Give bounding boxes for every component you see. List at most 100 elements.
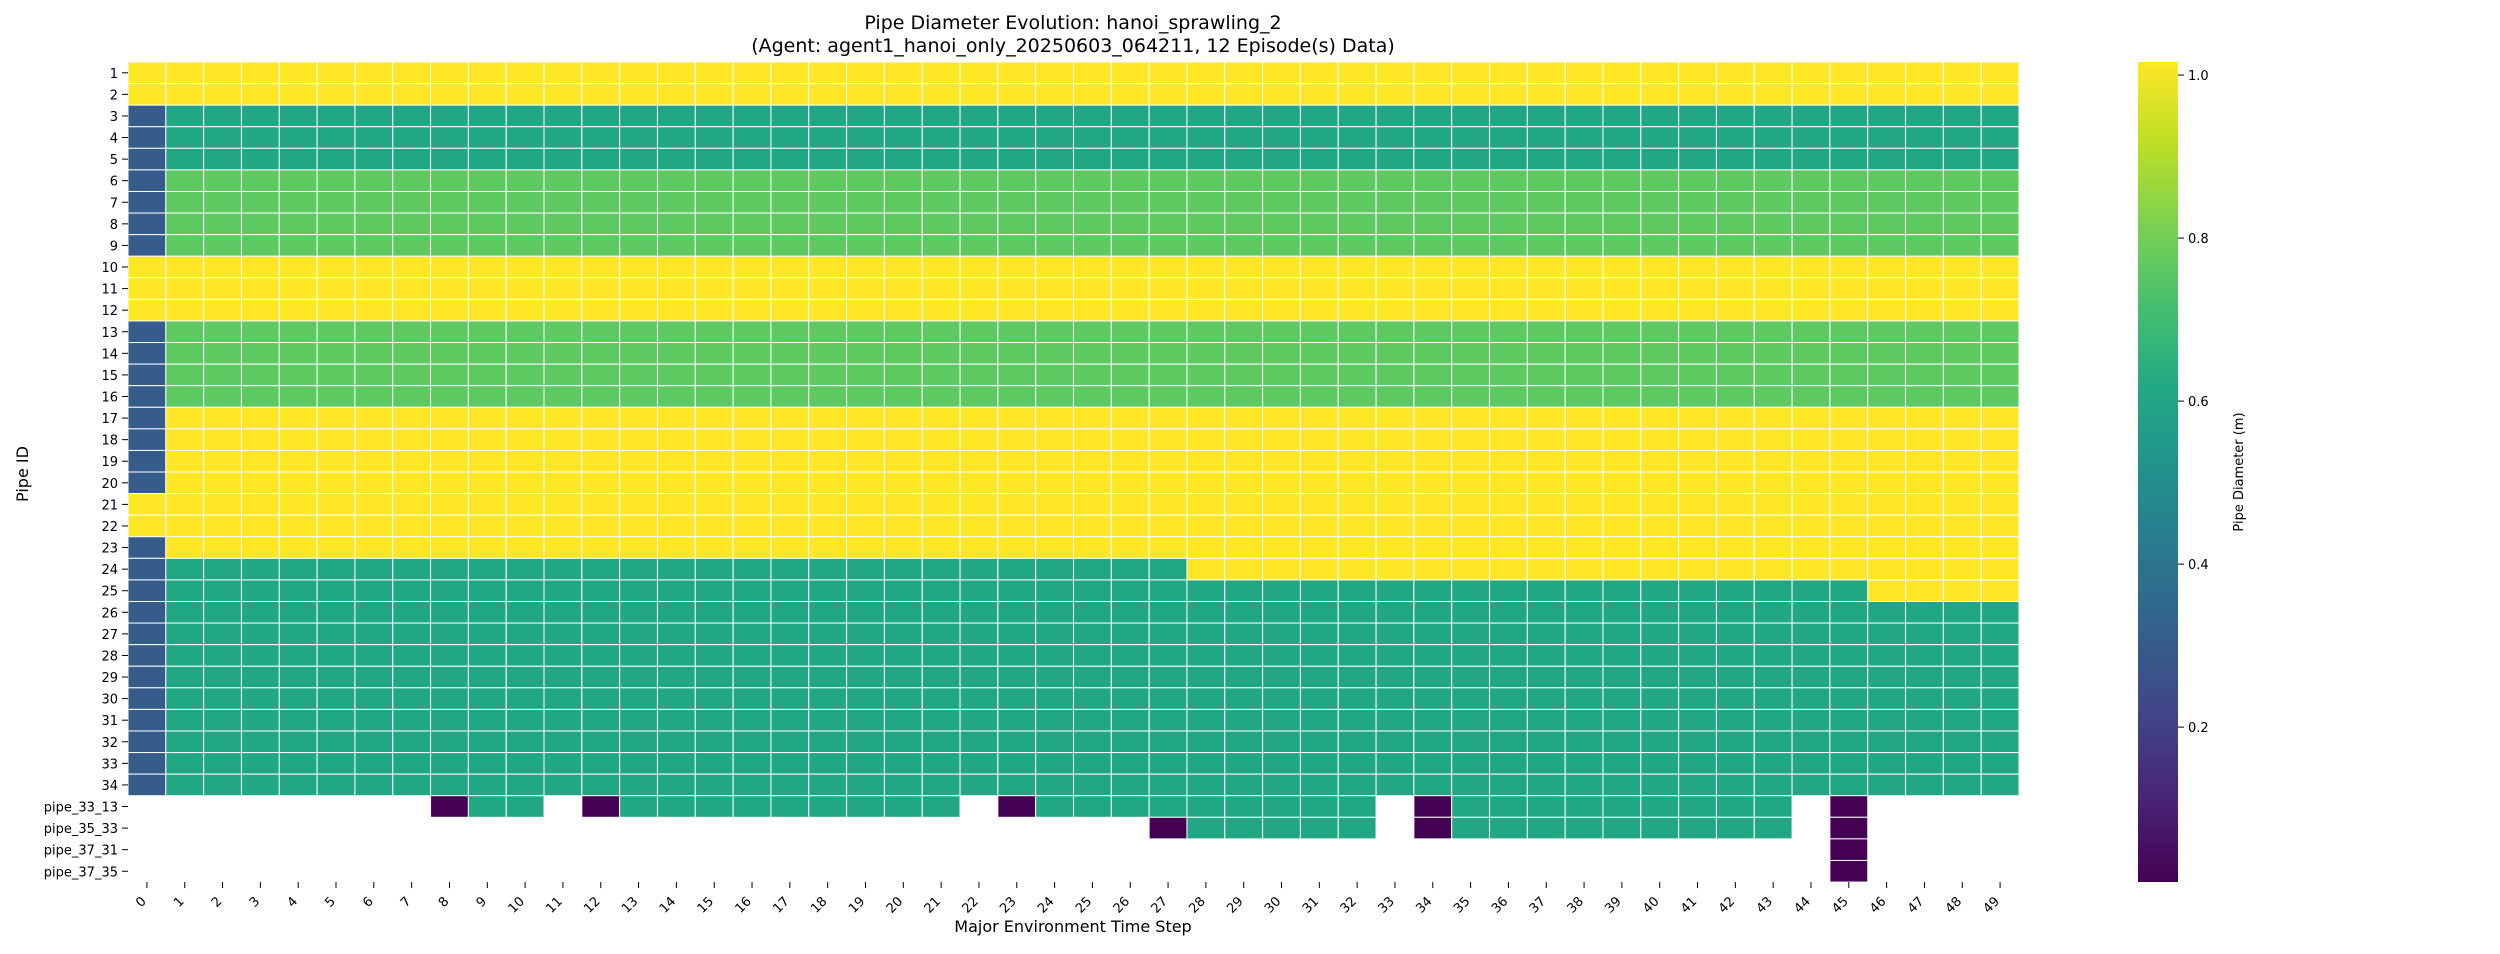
heatmap-cell	[1224, 147, 1264, 171]
y-tick-label: pipe_37_35	[44, 865, 118, 880]
heatmap-cell	[1375, 773, 1415, 797]
heatmap-cell	[392, 773, 432, 797]
heatmap-cell	[165, 536, 205, 559]
heatmap-cell	[1640, 471, 1680, 495]
heatmap-cell	[1489, 471, 1528, 495]
heatmap-cell	[732, 730, 772, 754]
heatmap-cell	[1715, 277, 1755, 300]
heatmap-cell	[1791, 234, 1831, 257]
heatmap-cell	[883, 320, 923, 344]
heatmap-cell	[430, 471, 469, 495]
heatmap-cell	[1526, 687, 1566, 710]
heatmap-cell	[732, 83, 772, 106]
heatmap-cell	[1678, 406, 1717, 430]
heatmap-cell	[694, 665, 734, 689]
heatmap-cell	[1224, 493, 1264, 516]
heatmap-cell	[1413, 255, 1453, 279]
heatmap-cell	[1489, 126, 1528, 149]
heatmap-cell	[1413, 126, 1453, 149]
heatmap-cell	[1224, 795, 1264, 818]
chart-title: Pipe Diameter Evolution: hanoi_sprawling…	[864, 12, 1281, 34]
heatmap-cell	[1678, 104, 1717, 128]
heatmap-cell	[1375, 406, 1415, 430]
heatmap-cell	[1337, 61, 1377, 85]
heatmap-cell	[770, 514, 810, 538]
heatmap-cell	[1829, 514, 1869, 538]
heatmap-cell	[1526, 234, 1566, 257]
heatmap-cell	[1110, 169, 1150, 192]
heatmap-cell	[1526, 342, 1566, 365]
heatmap-cell	[505, 255, 545, 279]
heatmap-cell	[165, 342, 205, 365]
heatmap-cell	[1337, 708, 1377, 732]
heatmap-cell	[883, 126, 923, 149]
heatmap-cell	[127, 428, 167, 451]
heatmap-cell	[1148, 773, 1188, 797]
heatmap-cell	[619, 493, 658, 516]
heatmap-cell	[1451, 536, 1491, 559]
heatmap-cell	[127, 126, 167, 149]
heatmap-cell	[127, 493, 167, 516]
heatmap-cell	[959, 342, 999, 365]
heatmap-cell	[467, 342, 507, 365]
heatmap-cell	[619, 61, 658, 85]
heatmap-cell	[1110, 557, 1150, 581]
heatmap-cell	[127, 773, 167, 797]
heatmap-cell	[543, 428, 583, 451]
heatmap-cell	[1110, 773, 1150, 797]
x-tick-label: 35	[1451, 894, 1473, 916]
heatmap-cell	[1110, 83, 1150, 106]
heatmap-cell	[316, 406, 356, 430]
heatmap-cell	[808, 493, 848, 516]
heatmap-cell	[165, 104, 205, 128]
heatmap-cell	[1602, 514, 1642, 538]
x-tick-label: 46	[1867, 894, 1889, 916]
heatmap-cell	[1299, 406, 1339, 430]
heatmap-cell	[694, 385, 734, 408]
heatmap-cell	[694, 234, 734, 257]
heatmap-cell	[581, 601, 621, 624]
heatmap-cell	[1413, 342, 1453, 365]
heatmap-cell	[1602, 579, 1642, 602]
heatmap-cell	[846, 147, 885, 171]
heatmap-cell	[467, 83, 507, 106]
heatmap-cell	[1375, 557, 1415, 581]
heatmap-cell	[505, 730, 545, 754]
heatmap-cell	[1829, 385, 1869, 408]
heatmap-cell	[1489, 298, 1528, 322]
heatmap-cell	[1035, 385, 1075, 408]
heatmap-cell	[1602, 601, 1642, 624]
heatmap-cell	[1526, 212, 1566, 236]
heatmap-cell	[1375, 320, 1415, 344]
heatmap-cell	[619, 277, 658, 300]
heatmap-cell	[1337, 730, 1377, 754]
heatmap-cell	[921, 557, 961, 581]
heatmap-cell	[1375, 428, 1415, 451]
heatmap-cell	[1715, 320, 1755, 344]
heatmap-cell	[1564, 428, 1604, 451]
heatmap-cell	[1942, 579, 1982, 602]
heatmap-cell	[316, 61, 356, 85]
heatmap-cell	[1602, 752, 1642, 775]
heatmap-cell	[430, 363, 469, 387]
chart-subtitle: (Agent: agent1_hanoi_only_20250603_06421…	[751, 35, 1395, 57]
heatmap-cell	[1829, 449, 1869, 473]
heatmap-cell	[1829, 406, 1869, 430]
x-axis-label: Major Environment Time Step	[954, 917, 1191, 936]
heatmap-cell	[203, 514, 242, 538]
x-tick-label: 47	[1905, 894, 1927, 916]
heatmap-cell	[203, 665, 242, 689]
heatmap-cell	[543, 687, 583, 710]
heatmap-cell	[1413, 449, 1453, 473]
heatmap-cell	[770, 428, 810, 451]
heatmap-cell	[1640, 385, 1680, 408]
heatmap-cell	[619, 449, 658, 473]
heatmap-cell	[1753, 730, 1793, 754]
heatmap-cell	[1715, 536, 1755, 559]
heatmap-cell	[846, 61, 885, 85]
heatmap-cell	[316, 644, 356, 667]
heatmap-cell	[1715, 126, 1755, 149]
heatmap-cell	[1905, 406, 1944, 430]
heatmap-cell	[1451, 255, 1491, 279]
heatmap-cell	[240, 536, 280, 559]
